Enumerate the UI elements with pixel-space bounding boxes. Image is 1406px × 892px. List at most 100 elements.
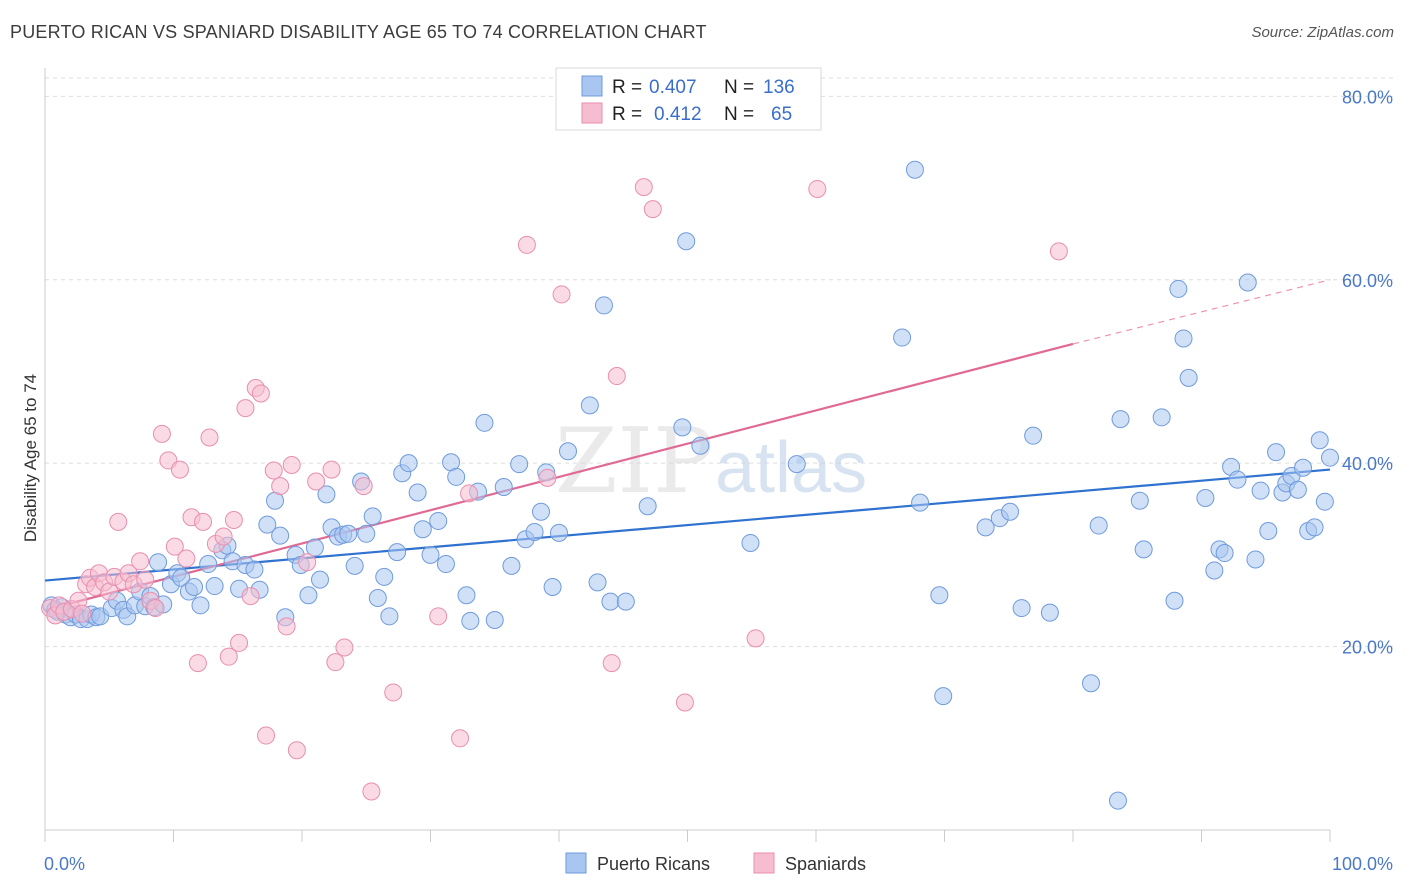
puerto-ricans-point: [421, 545, 440, 564]
puerto-ricans-point: [494, 478, 513, 497]
legend-n-label-1: N =: [724, 77, 754, 98]
puerto-ricans-point: [934, 687, 953, 706]
spaniards-point: [200, 428, 219, 447]
puerto-ricans-point: [1134, 540, 1153, 559]
spaniards-point: [194, 512, 213, 531]
spaniards-point: [271, 477, 290, 496]
puerto-ricans-point: [1294, 458, 1313, 477]
top-legend: R = 0.407 N = 136 R = 0.412 N = 65: [555, 67, 822, 131]
bottom-legend-swatch-blue: [565, 852, 587, 874]
spaniards-point: [282, 456, 301, 475]
legend-r-label-2: R =: [612, 104, 642, 125]
x-tick-label-end: 100.0%: [1332, 854, 1393, 874]
y-tick-labels: 20.0% 40.0% 60.0% 80.0%: [1342, 87, 1393, 657]
spaniards-point: [307, 472, 326, 491]
puerto-ricans-point: [550, 523, 568, 542]
spaniards-point: [277, 617, 296, 636]
y-tick-label: 60.0%: [1342, 271, 1393, 291]
spaniards-point: [362, 782, 381, 801]
puerto-ricans-point: [436, 555, 455, 574]
spaniards-point: [607, 367, 626, 386]
puerto-ricans-point: [525, 522, 544, 541]
puerto-ricans-point: [375, 567, 394, 586]
chart-source: Source: ZipAtlas.com: [1251, 24, 1394, 41]
spaniards-point: [634, 178, 653, 197]
spaniards-point: [429, 607, 448, 626]
puerto-ricans-point: [510, 455, 529, 474]
spaniards-point: [538, 468, 557, 487]
y-axis-title: Disability Age 65 to 74: [21, 374, 40, 542]
spaniards-point: [354, 477, 373, 496]
puerto-ricans-point: [317, 485, 336, 504]
spaniards-point: [746, 629, 765, 648]
spaniards-point: [241, 587, 260, 606]
puerto-ricans-point: [205, 577, 224, 596]
spaniards-point: [177, 549, 196, 568]
puerto-ricans-point: [905, 160, 924, 179]
spaniards-point: [219, 647, 238, 666]
puerto-ricans-point: [594, 296, 613, 315]
spaniards-point: [73, 604, 92, 623]
puerto-ricans-point: [1040, 603, 1059, 622]
spaniards-point: [251, 384, 270, 403]
spaniards-point: [131, 552, 150, 571]
puerto-ricans-point: [1215, 544, 1234, 563]
spaniards-point: [298, 553, 317, 572]
puerto-ricans-point: [1259, 522, 1278, 541]
spaniards-point: [257, 726, 276, 745]
legend-swatch-pink: [581, 102, 603, 124]
spaniards-points: [41, 178, 1068, 801]
puerto-ricans-point: [976, 518, 995, 537]
puerto-ricans-point: [580, 396, 599, 415]
legend-swatch-blue: [581, 75, 603, 97]
puerto-ricans-point: [485, 610, 504, 629]
puerto-ricans-point: [380, 607, 399, 626]
puerto-ricans-point: [1152, 408, 1171, 427]
puerto-ricans-point: [1288, 480, 1307, 499]
y-tick-label: 40.0%: [1342, 454, 1393, 474]
puerto-ricans-point: [1246, 550, 1265, 569]
spaniards-point: [264, 461, 283, 480]
spaniards-point: [165, 537, 184, 556]
spaniards-point: [136, 570, 155, 589]
axes: [44, 68, 1331, 842]
puerto-ricans-point: [1169, 279, 1188, 298]
puerto-ricans-point: [1321, 448, 1339, 467]
spaniards-trend-extension: [1072, 279, 1331, 345]
puerto-ricans-point: [368, 588, 387, 607]
spaniards-point: [188, 654, 207, 673]
puerto-ricans-points: [42, 160, 1339, 810]
puerto-ricans-point: [1196, 489, 1215, 508]
puerto-ricans-point: [1024, 426, 1043, 445]
puerto-ricans-point: [543, 577, 562, 596]
puerto-ricans-point: [310, 570, 329, 589]
legend-r-value-1: 0.407: [649, 77, 697, 98]
puerto-ricans-point: [787, 455, 806, 474]
bottom-legend-label-2: Spaniards: [785, 854, 866, 874]
legend-n-value-2: 65: [771, 104, 792, 125]
spaniards-trend-line: [44, 342, 1074, 611]
puerto-ricans-point: [677, 232, 696, 251]
spaniards-point: [675, 693, 694, 712]
bottom-legend-swatch-pink: [753, 852, 775, 874]
puerto-ricans-point: [1315, 492, 1334, 511]
spaniards-point: [146, 599, 165, 618]
y-tick-label: 80.0%: [1342, 87, 1393, 107]
spaniards-point: [602, 654, 621, 673]
puerto-ricans-point: [1108, 791, 1127, 810]
puerto-ricans-point: [691, 436, 710, 455]
puerto-ricans-point: [1089, 516, 1108, 535]
chart-title: PUERTO RICAN VS SPANIARD DISABILITY AGE …: [10, 22, 707, 42]
puerto-ricans-point: [1251, 481, 1270, 500]
puerto-ricans-point: [532, 502, 551, 521]
puerto-ricans-point: [357, 524, 376, 543]
puerto-ricans-point: [408, 483, 427, 502]
puerto-ricans-point: [893, 328, 912, 347]
puerto-ricans-point: [1012, 599, 1031, 618]
puerto-ricans-point: [638, 497, 657, 516]
puerto-ricans-point: [149, 553, 168, 572]
spaniards-point: [224, 511, 243, 530]
puerto-ricans-point: [305, 538, 324, 557]
spaniards-point: [451, 729, 470, 748]
